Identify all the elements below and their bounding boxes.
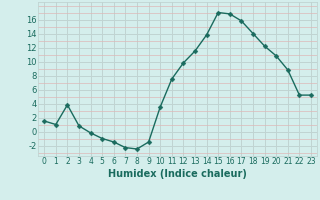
X-axis label: Humidex (Indice chaleur): Humidex (Indice chaleur) [108, 169, 247, 179]
